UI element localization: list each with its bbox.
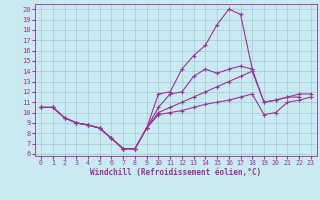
X-axis label: Windchill (Refroidissement éolien,°C): Windchill (Refroidissement éolien,°C) xyxy=(91,168,261,177)
